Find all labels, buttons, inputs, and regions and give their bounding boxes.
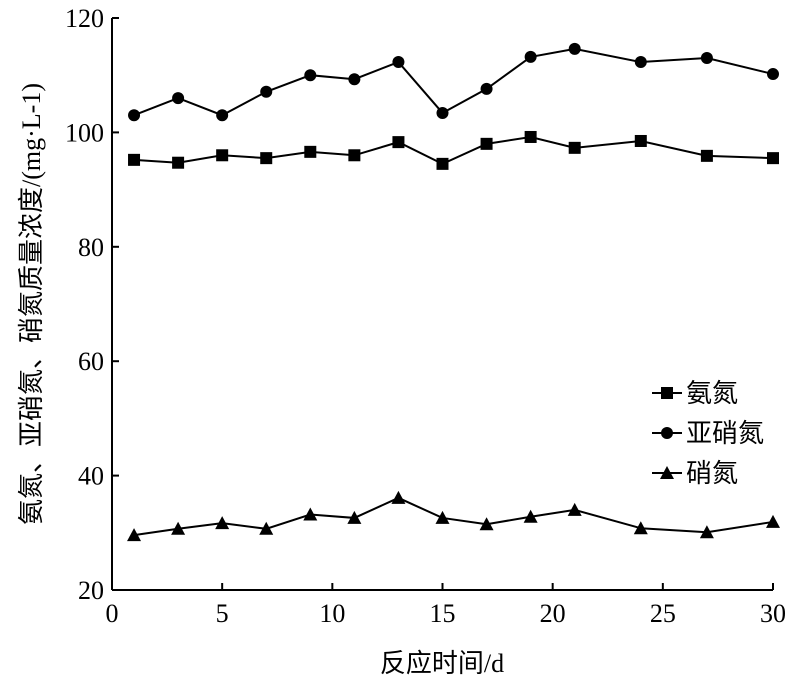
triangle-marker — [171, 521, 186, 535]
y-tick-label: 100 — [65, 118, 104, 147]
circle-marker — [661, 427, 673, 439]
square-marker — [661, 387, 673, 399]
square-marker — [568, 141, 581, 154]
square-marker — [128, 153, 141, 166]
y-axis-label: 氨氮、亚硝氮、硝氮质量浓度/(mg·L-1) — [17, 83, 46, 525]
circle-marker — [216, 109, 229, 122]
legend-label: 硝氮 — [686, 459, 738, 488]
circle-marker — [700, 52, 713, 65]
series-line-circle — [133, 47, 774, 117]
circle-marker — [172, 92, 185, 105]
circle-marker — [436, 106, 449, 119]
triangle-marker — [347, 510, 362, 524]
circle-marker — [634, 56, 647, 69]
square-marker — [216, 149, 229, 162]
series-group — [127, 42, 780, 542]
x-tick-label: 10 — [319, 599, 345, 628]
y-tick-label: 60 — [78, 347, 104, 376]
triangle-marker — [259, 521, 274, 535]
circle-marker — [348, 73, 361, 86]
triangle-marker — [303, 507, 318, 521]
circle-marker — [568, 42, 581, 55]
x-tick-label: 30 — [760, 599, 786, 628]
square-marker — [304, 145, 317, 158]
legend-label: 氨氮 — [686, 379, 738, 408]
axes: 0 5 10 15 20 25 30 20 40 60 80 100 120 — [65, 4, 786, 628]
square-marker — [524, 130, 537, 143]
triangle-marker — [391, 490, 406, 504]
square-marker — [260, 152, 273, 165]
triangle-marker — [127, 528, 142, 542]
triangle-marker — [215, 516, 230, 530]
series-line-triangle — [133, 496, 774, 537]
square-marker — [700, 149, 713, 162]
square-marker — [172, 156, 185, 169]
series-line-square — [133, 135, 774, 165]
y-tick-label: 120 — [65, 4, 104, 33]
triangle-marker — [523, 509, 538, 523]
legend-label: 亚硝氮 — [686, 419, 764, 448]
x-tick-label: 15 — [430, 599, 456, 628]
square-marker — [348, 149, 361, 162]
x-axis-label: 反应时间/d — [380, 649, 504, 678]
triangle-marker — [435, 510, 450, 524]
y-tick-label: 20 — [78, 576, 104, 605]
x-tick-label: 25 — [650, 599, 676, 628]
triangle-marker — [660, 466, 674, 479]
triangle-marker — [699, 525, 714, 539]
circle-marker — [524, 50, 537, 63]
circle-marker — [128, 109, 141, 122]
triangle-marker — [633, 521, 648, 535]
triangle-marker — [567, 502, 582, 516]
triangle-marker — [766, 514, 780, 528]
x-tick-label: 5 — [216, 599, 229, 628]
circle-marker — [392, 56, 405, 69]
square-marker — [480, 137, 493, 150]
y-tick-label: 80 — [78, 233, 104, 262]
x-tick-label: 20 — [540, 599, 566, 628]
y-tick-label: 40 — [78, 462, 104, 491]
circle-marker — [767, 68, 779, 81]
square-marker — [392, 136, 405, 149]
x-tick-label: 0 — [106, 599, 119, 628]
square-marker — [436, 157, 449, 170]
circle-marker — [260, 85, 273, 98]
square-marker — [767, 152, 779, 165]
square-marker — [634, 134, 647, 147]
triangle-marker — [479, 517, 494, 531]
circle-marker — [480, 82, 493, 95]
circle-marker — [304, 69, 317, 82]
